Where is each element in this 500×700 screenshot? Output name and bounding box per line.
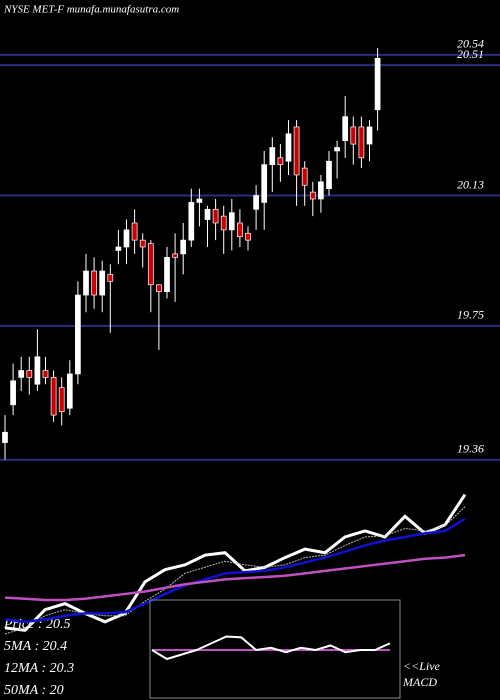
candle-body [2, 431, 8, 443]
candle-body [75, 294, 81, 375]
candle-body [180, 239, 187, 255]
candle-body [366, 126, 373, 145]
ma-line [4, 553, 466, 602]
candle-body [115, 246, 122, 251]
candle-body [50, 377, 57, 416]
y-tick-label: 20.13 [457, 177, 484, 191]
y-tick-label: 20.51 [457, 47, 484, 61]
candle-body [326, 160, 332, 190]
candle-body [147, 243, 154, 286]
candle-body [18, 370, 25, 378]
candle-body [139, 239, 146, 248]
ma-line [4, 493, 467, 632]
candle-body [342, 116, 349, 142]
candle-body [99, 270, 106, 296]
candle-body [293, 126, 300, 176]
candle-body [309, 191, 316, 200]
candle-body [212, 208, 219, 224]
candle-body [301, 167, 308, 186]
legend-entry: 5MA : 20.4 [4, 639, 67, 654]
y-tick-label: 19.36 [457, 441, 484, 455]
macd-line [151, 635, 391, 661]
legend-entry: 12MA : 20.3 [4, 661, 74, 676]
candle-body [91, 270, 97, 296]
candle-body [318, 181, 324, 200]
candle-body [123, 229, 130, 248]
candle-body [285, 133, 292, 162]
candle-body [269, 147, 276, 166]
candle-body [188, 202, 195, 241]
ma-line [4, 517, 466, 624]
candle-body [107, 274, 114, 282]
candle-body [228, 212, 235, 231]
candle-body [156, 284, 162, 292]
candle-body [220, 215, 227, 231]
candle-body [334, 147, 340, 152]
y-tick-label: 19.75 [457, 308, 484, 322]
macd-label: <<Live [403, 659, 441, 673]
macd-label: MACD [402, 675, 437, 689]
candle-body [277, 157, 284, 166]
candle-body [66, 373, 73, 409]
candle-body [172, 253, 178, 258]
candle-body [374, 57, 381, 111]
candle-body [58, 387, 65, 413]
legend-entry: 50MA : 20 [4, 683, 64, 698]
candle-body [237, 222, 243, 238]
candle-body [204, 208, 211, 220]
candle-body [83, 270, 89, 296]
candle-body [358, 126, 365, 159]
candle-body [42, 370, 49, 378]
candle-body [245, 232, 251, 241]
macd-box [149, 599, 401, 699]
candle-body [350, 126, 357, 145]
candle-body [34, 356, 41, 385]
candle-body [164, 256, 170, 292]
candle-body [261, 164, 268, 203]
candle-body [196, 198, 203, 203]
candle-body [26, 370, 33, 378]
candle-body [131, 222, 138, 241]
y-tick-label: 20.54 [457, 37, 484, 51]
chart-title: NYSE MET-F munafa.munafasutra.com [3, 4, 179, 16]
candle-body [10, 380, 16, 406]
candle-body [253, 195, 259, 210]
